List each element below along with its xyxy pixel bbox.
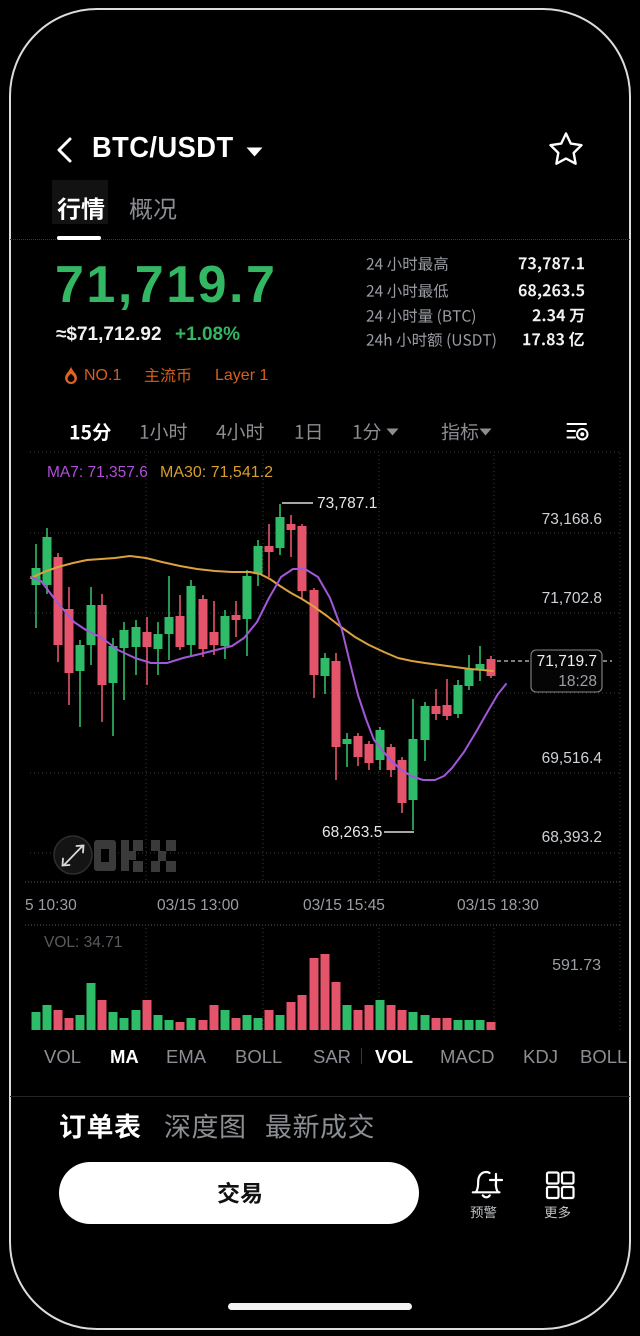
svg-text:71,719.7: 71,719.7 <box>537 653 597 670</box>
svg-text:03/15 15:45: 03/15 15:45 <box>303 897 385 914</box>
svg-text:5 10:30: 5 10:30 <box>25 897 77 914</box>
svg-text:03/15 13:00: 03/15 13:00 <box>157 897 239 914</box>
svg-text:73,787.1: 73,787.1 <box>317 495 377 512</box>
svg-text:03/15 18:30: 03/15 18:30 <box>457 897 539 914</box>
svg-text:VOL: 34.71: VOL: 34.71 <box>44 934 122 951</box>
svg-text:73,168.6: 73,168.6 <box>542 511 602 528</box>
svg-text:69,516.4: 69,516.4 <box>542 750 603 767</box>
svg-text:71,702.8: 71,702.8 <box>542 590 602 607</box>
svg-text:68,393.2: 68,393.2 <box>542 829 602 846</box>
svg-text:591.73: 591.73 <box>552 957 601 974</box>
svg-text:18:28: 18:28 <box>558 673 597 690</box>
svg-text:68,263.5: 68,263.5 <box>322 824 382 841</box>
